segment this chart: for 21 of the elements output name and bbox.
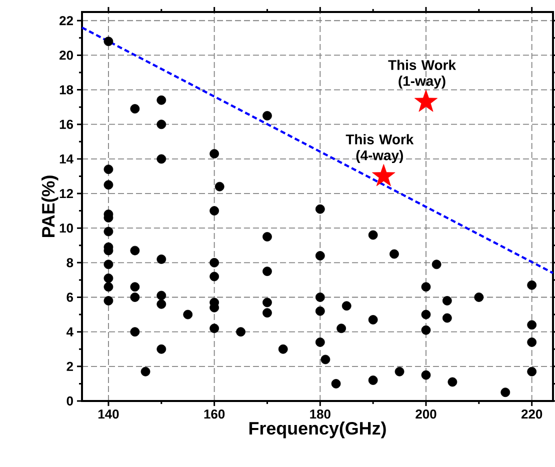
x-tick-label: 200 [416,410,436,419]
x-tick-label: 140 [98,410,119,419]
x-tick-label: 220 [521,410,542,419]
y-tick-label: 4 [66,327,74,336]
annotation: This Work (4-way) [346,134,414,164]
x-axis-title: Frequency(GHz) [249,422,386,438]
y-tick-label: 14 [60,154,74,164]
x-tick-label: 180 [310,410,330,419]
y-tick-label: 8 [66,258,74,268]
annotation: This Work (1-way) [388,60,456,89]
y-tick-label: 2 [66,362,73,371]
y-tick-label: 12 [60,188,73,198]
y-tick-label: 16 [60,120,74,129]
y-tick-label: 22 [60,16,73,26]
y-tick-label: 18 [60,85,74,94]
y-tick-label: 10 [60,224,73,233]
y-axis-title: PAE(%) [42,176,58,237]
y-tick-label: 0 [66,396,73,406]
y-tick-label: 6 [66,292,74,302]
y-tick-label: 20 [60,50,73,60]
x-tick-label: 160 [204,410,225,419]
